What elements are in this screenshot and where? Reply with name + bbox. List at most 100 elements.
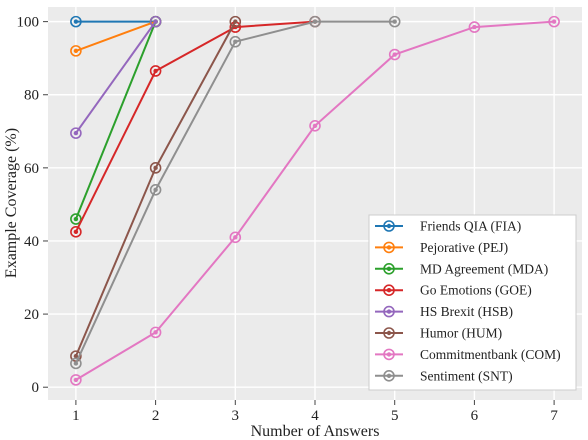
marker-ring bbox=[149, 65, 162, 77]
legend-marker-dot bbox=[386, 266, 392, 271]
marker-dot bbox=[73, 377, 79, 383]
marker-dot bbox=[312, 123, 318, 129]
marker-ring bbox=[548, 15, 560, 28]
marker-ring bbox=[70, 127, 82, 139]
marker-dot bbox=[73, 353, 79, 359]
series-6 bbox=[70, 15, 560, 386]
legend-item: Friends QIA (FIA) bbox=[375, 219, 521, 234]
series-layer bbox=[70, 15, 560, 386]
marker-dot bbox=[392, 52, 397, 57]
marker-ring bbox=[70, 374, 82, 386]
legend-label: Humor (HUM) bbox=[420, 326, 502, 341]
legend-marker-dot bbox=[386, 373, 392, 378]
legend-marker-dot bbox=[386, 223, 392, 229]
marker-dot bbox=[73, 216, 79, 222]
marker-ring bbox=[388, 15, 401, 28]
marker-ring bbox=[149, 183, 162, 196]
series-7 bbox=[70, 15, 401, 370]
legend-marker-dot bbox=[386, 309, 392, 314]
legend-box bbox=[368, 214, 577, 391]
marker-dot bbox=[551, 19, 557, 24]
marker-dot bbox=[233, 235, 238, 240]
legend-item: Pejorative (PEJ) bbox=[375, 240, 508, 255]
marker-dot bbox=[472, 24, 477, 30]
marker-ring bbox=[70, 15, 82, 28]
data-point bbox=[70, 127, 82, 139]
data-point bbox=[70, 15, 82, 28]
marker-ring bbox=[70, 226, 82, 238]
marker-dot bbox=[73, 130, 79, 136]
marker-ring bbox=[229, 35, 242, 48]
y-tick-label: 100 bbox=[17, 15, 40, 31]
x-tick-label: 7 bbox=[550, 408, 558, 424]
data-point bbox=[149, 65, 162, 77]
data-point bbox=[388, 15, 401, 28]
marker-dot bbox=[392, 19, 397, 24]
data-point bbox=[309, 120, 321, 132]
x-tick-label: 6 bbox=[471, 408, 479, 424]
legend-label: Commitmentbank (COM) bbox=[420, 347, 561, 362]
marker-ring bbox=[70, 45, 82, 57]
y-tick-label: 20 bbox=[24, 307, 39, 323]
marker-ring bbox=[309, 15, 321, 28]
data-point bbox=[229, 35, 242, 48]
data-point bbox=[70, 213, 82, 225]
marker-dot bbox=[153, 19, 158, 24]
data-point bbox=[149, 162, 162, 174]
marker-ring bbox=[149, 326, 162, 339]
marker-ring bbox=[229, 231, 242, 244]
legend-marker-dot bbox=[386, 288, 392, 293]
y-tick-label: 60 bbox=[24, 161, 39, 177]
legend-item: Humor (HUM) bbox=[375, 326, 502, 341]
legend-marker-dot bbox=[386, 352, 392, 357]
legend-marker-dot bbox=[386, 245, 392, 250]
legend-item: Sentiment (SNT) bbox=[375, 368, 513, 383]
x-tick-label: 1 bbox=[72, 408, 80, 424]
marker-ring bbox=[149, 162, 162, 174]
legend-marker-dot bbox=[386, 330, 392, 336]
legend-marker bbox=[383, 348, 395, 361]
data-point bbox=[70, 374, 82, 386]
legend-label: Go Emotions (GOE) bbox=[420, 283, 532, 298]
x-tick-label: 3 bbox=[232, 408, 240, 424]
marker-dot bbox=[233, 19, 238, 24]
series-4 bbox=[70, 15, 162, 139]
marker-dot bbox=[153, 187, 158, 192]
y-tick-label: 0 bbox=[32, 380, 40, 396]
marker-dot bbox=[153, 68, 158, 74]
data-point bbox=[70, 357, 82, 370]
y-axis-label: Example Coverage (%) bbox=[3, 128, 20, 278]
marker-dot bbox=[153, 165, 158, 171]
series-line bbox=[74, 21, 157, 220]
data-point bbox=[149, 326, 162, 339]
legend-marker bbox=[383, 241, 395, 254]
marker-dot bbox=[73, 48, 79, 54]
legend-label: Sentiment (SNT) bbox=[420, 368, 513, 383]
legend-marker bbox=[383, 327, 395, 339]
marker-dot bbox=[73, 19, 79, 24]
data-point bbox=[149, 183, 162, 196]
marker-ring bbox=[229, 15, 242, 28]
data-point bbox=[309, 15, 321, 28]
x-tick-label: 2 bbox=[152, 408, 160, 424]
data-point bbox=[229, 231, 242, 244]
data-point bbox=[70, 226, 82, 238]
legend: Friends QIA (FIA) Pejorative (PEJ) MD Agre… bbox=[368, 214, 577, 391]
legend-item: HS Brexit (HSB) bbox=[375, 304, 513, 319]
data-point bbox=[388, 48, 401, 61]
marker-ring bbox=[309, 120, 321, 132]
series-line bbox=[75, 20, 316, 233]
axis-ticks: 0 20 40 60 80 100 1 2 3 4 5 6 7 bbox=[17, 15, 559, 424]
y-tick-label: 80 bbox=[24, 88, 39, 104]
legend-marker bbox=[383, 220, 395, 232]
legend-item: Go Emotions (GOE) bbox=[375, 283, 532, 298]
data-point bbox=[548, 15, 560, 28]
y-tick-label: 40 bbox=[24, 234, 39, 250]
marker-ring bbox=[468, 21, 481, 33]
legend-label: HS Brexit (HSB) bbox=[420, 304, 513, 319]
marker-dot bbox=[73, 229, 79, 235]
x-tick-label: 4 bbox=[311, 408, 319, 424]
legend-label: Pejorative (PEJ) bbox=[420, 240, 508, 255]
marker-ring bbox=[70, 357, 82, 370]
